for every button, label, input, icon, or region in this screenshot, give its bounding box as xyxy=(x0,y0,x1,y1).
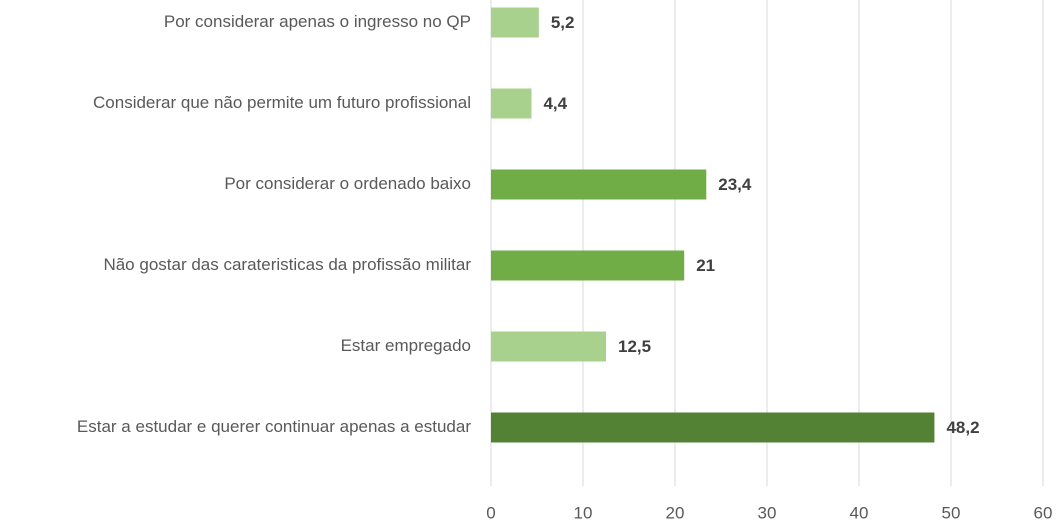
x-tick-label: 20 xyxy=(666,503,685,522)
x-tick-label: 0 xyxy=(486,503,495,522)
x-tick-label: 30 xyxy=(758,503,777,522)
y-tick-label: Estar empregado xyxy=(341,336,471,355)
bar xyxy=(491,331,606,362)
bar xyxy=(491,250,685,281)
value-label: 12,5 xyxy=(618,337,651,356)
x-tick-label: 40 xyxy=(850,503,869,522)
value-label: 4,4 xyxy=(543,94,567,113)
x-tick-label: 50 xyxy=(942,503,961,522)
value-label: 21 xyxy=(696,256,715,275)
value-label: 5,2 xyxy=(551,13,575,32)
x-tick-label: 10 xyxy=(574,503,593,522)
x-tick-label: 60 xyxy=(1034,503,1053,522)
y-tick-label: Estar a estudar e querer continuar apena… xyxy=(77,417,471,436)
y-tick-label: Considerar que não permite um futuro pro… xyxy=(93,93,471,112)
bar xyxy=(491,7,539,38)
y-tick-label: Por considerar o ordenado baixo xyxy=(224,174,471,193)
bar xyxy=(491,88,532,119)
bar xyxy=(491,412,935,443)
y-tick-label: Não gostar das carateristicas da profiss… xyxy=(103,255,471,274)
y-tick-label: Por considerar apenas o ingresso no QP xyxy=(164,12,471,31)
value-label: 23,4 xyxy=(718,175,752,194)
bar xyxy=(491,169,707,200)
value-label: 48,2 xyxy=(946,418,979,437)
